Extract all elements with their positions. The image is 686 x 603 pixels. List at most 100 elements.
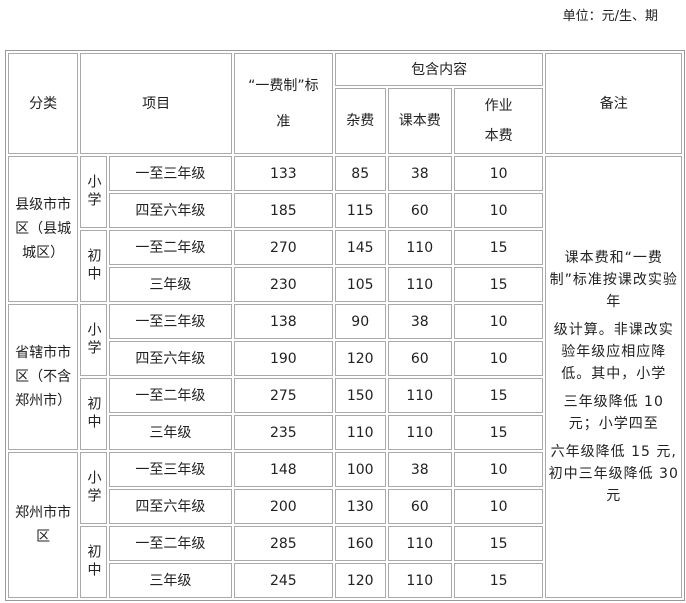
notes-paragraph: 三年级降低 10 元；小学四至 <box>563 394 664 432</box>
notes-paragraph: 级计算。非课改实验年级应相应降低。其中，小学 <box>553 322 674 382</box>
standard-cell: 200 <box>233 489 333 524</box>
textbook-cell: 110 <box>387 230 452 265</box>
header-category: 分类 <box>8 53 79 154</box>
table-row: 县级市市区（县城城区） 小学 一至三年级 133 85 38 10 课本费和“一费制”标准按课… <box>8 156 682 598</box>
grade-cell: 四至六年级 <box>108 489 232 524</box>
workbook-cell: 10 <box>453 341 544 376</box>
textbook-cell: 60 <box>387 489 452 524</box>
level-cell: 初中 <box>80 378 107 450</box>
grade-cell: 三年级 <box>108 415 232 450</box>
misc-cell: 85 <box>334 156 386 191</box>
misc-cell: 110 <box>334 415 386 450</box>
standard-cell: 285 <box>233 526 333 561</box>
grade-cell: 四至六年级 <box>108 193 232 228</box>
table-row: 四至六年级 185 115 60 10 <box>8 193 682 228</box>
grade-cell: 一至三年级 <box>108 452 232 487</box>
workbook-cell: 15 <box>453 267 544 302</box>
textbook-cell: 38 <box>387 304 452 339</box>
workbook-cell: 15 <box>453 415 544 450</box>
workbook-cell: 15 <box>453 378 544 413</box>
header-workbook-text: 作业本费 <box>484 98 513 144</box>
table-row: 初中 一至二年级 285 160 110 15 <box>8 526 682 598</box>
table-row: 省辖市市区（不含郑州市） 小学 一至三年级 138 90 38 10 <box>8 304 682 450</box>
grade-cell: 一至三年级 <box>108 304 232 339</box>
workbook-cell: 10 <box>453 156 544 191</box>
workbook-cell: 10 <box>453 489 544 524</box>
misc-cell: 120 <box>334 563 386 598</box>
textbook-cell: 60 <box>387 193 452 228</box>
standard-cell: 230 <box>233 267 333 302</box>
grade-cell: 一至二年级 <box>108 230 232 265</box>
table-row: 郑州市市区 小学 一至三年级 148 100 38 10 <box>8 452 682 598</box>
unit-label: 单位：元/生、期 <box>562 9 658 24</box>
workbook-cell: 10 <box>453 452 544 487</box>
category-cell: 县级市市区（县城城区） <box>8 156 79 302</box>
standard-cell: 133 <box>233 156 333 191</box>
workbook-cell: 10 <box>453 304 544 339</box>
textbook-cell: 60 <box>387 341 452 376</box>
level-name: 小学 <box>85 174 102 210</box>
standard-cell: 235 <box>233 415 333 450</box>
grade-cell: 三年级 <box>108 563 232 598</box>
table-row: 初中 一至二年级 275 150 110 15 <box>8 378 682 450</box>
table-row: 四至六年级 190 120 60 10 <box>8 341 682 376</box>
standard-cell: 138 <box>233 304 333 339</box>
header-item: 项目 <box>80 53 232 154</box>
misc-cell: 145 <box>334 230 386 265</box>
notes-text: 课本费和“一费制”标准按课改实验年 级计算。非课改实验年级应相应降低。其中，小学三… <box>546 247 681 507</box>
category-name: 郑州市市区 <box>15 505 72 545</box>
grade-cell: 一至二年级 <box>108 378 232 413</box>
standard-cell: 245 <box>233 563 333 598</box>
notes-paragraph: 六年级降低 15 元,初中三年级降低 30 元 <box>548 444 679 504</box>
level-cell: 初中 <box>80 526 107 598</box>
workbook-cell: 10 <box>453 193 544 228</box>
level-name: 小学 <box>85 322 102 358</box>
textbook-cell: 110 <box>387 378 452 413</box>
table-row: 三年级 235 110 110 15 <box>8 415 682 450</box>
header-workbook: 作业本费 <box>453 88 544 154</box>
misc-cell: 105 <box>334 267 386 302</box>
textbook-cell: 110 <box>387 526 452 561</box>
level-name: 初中 <box>85 248 102 284</box>
misc-cell: 130 <box>334 489 386 524</box>
misc-cell: 120 <box>334 341 386 376</box>
standard-cell: 270 <box>233 230 333 265</box>
textbook-cell: 110 <box>387 267 452 302</box>
notes-cell: 课本费和“一费制”标准按课改实验年 级计算。非课改实验年级应相应降低。其中，小学三… <box>545 156 682 598</box>
category-cell: 省辖市市区（不含郑州市） <box>8 304 79 450</box>
header-includes: 包含内容 <box>334 53 544 86</box>
level-name: 初中 <box>85 544 102 580</box>
misc-cell: 160 <box>334 526 386 561</box>
misc-cell: 100 <box>334 452 386 487</box>
grade-cell: 三年级 <box>108 267 232 302</box>
level-name: 初中 <box>85 396 102 432</box>
category-name: 县级市市区（县城城区） <box>15 197 72 261</box>
level-cell: 小学 <box>80 304 107 376</box>
notes-paragraph: 课本费和“一费制”标准按课改实验年 <box>549 250 678 310</box>
misc-cell: 115 <box>334 193 386 228</box>
level-cell: 小学 <box>80 452 107 524</box>
category-cell: 郑州市市区 <box>8 452 79 598</box>
table-row: 初中 一至二年级 270 145 110 15 <box>8 230 682 302</box>
header-standard-text: “一费制”标准 <box>248 77 319 130</box>
table-row: 三年级 230 105 110 15 <box>8 267 682 302</box>
grade-cell: 一至二年级 <box>108 526 232 561</box>
header-textbook: 课本费 <box>387 88 452 154</box>
level-cell: 小学 <box>80 156 107 228</box>
table-row: 四至六年级 200 130 60 10 <box>8 489 682 524</box>
workbook-cell: 15 <box>453 563 544 598</box>
grade-cell: 四至六年级 <box>108 341 232 376</box>
misc-cell: 90 <box>334 304 386 339</box>
level-name: 小学 <box>85 470 102 506</box>
textbook-cell: 38 <box>387 452 452 487</box>
header-standard: “一费制”标准 <box>233 53 333 154</box>
table-row: 三年级 245 120 110 15 <box>8 563 682 598</box>
header-misc: 杂费 <box>334 88 386 154</box>
textbook-cell: 110 <box>387 563 452 598</box>
standard-cell: 185 <box>233 193 333 228</box>
header-notes: 备注 <box>545 53 682 154</box>
misc-cell: 150 <box>334 378 386 413</box>
standard-cell: 190 <box>233 341 333 376</box>
standard-cell: 148 <box>233 452 333 487</box>
level-cell: 初中 <box>80 230 107 302</box>
